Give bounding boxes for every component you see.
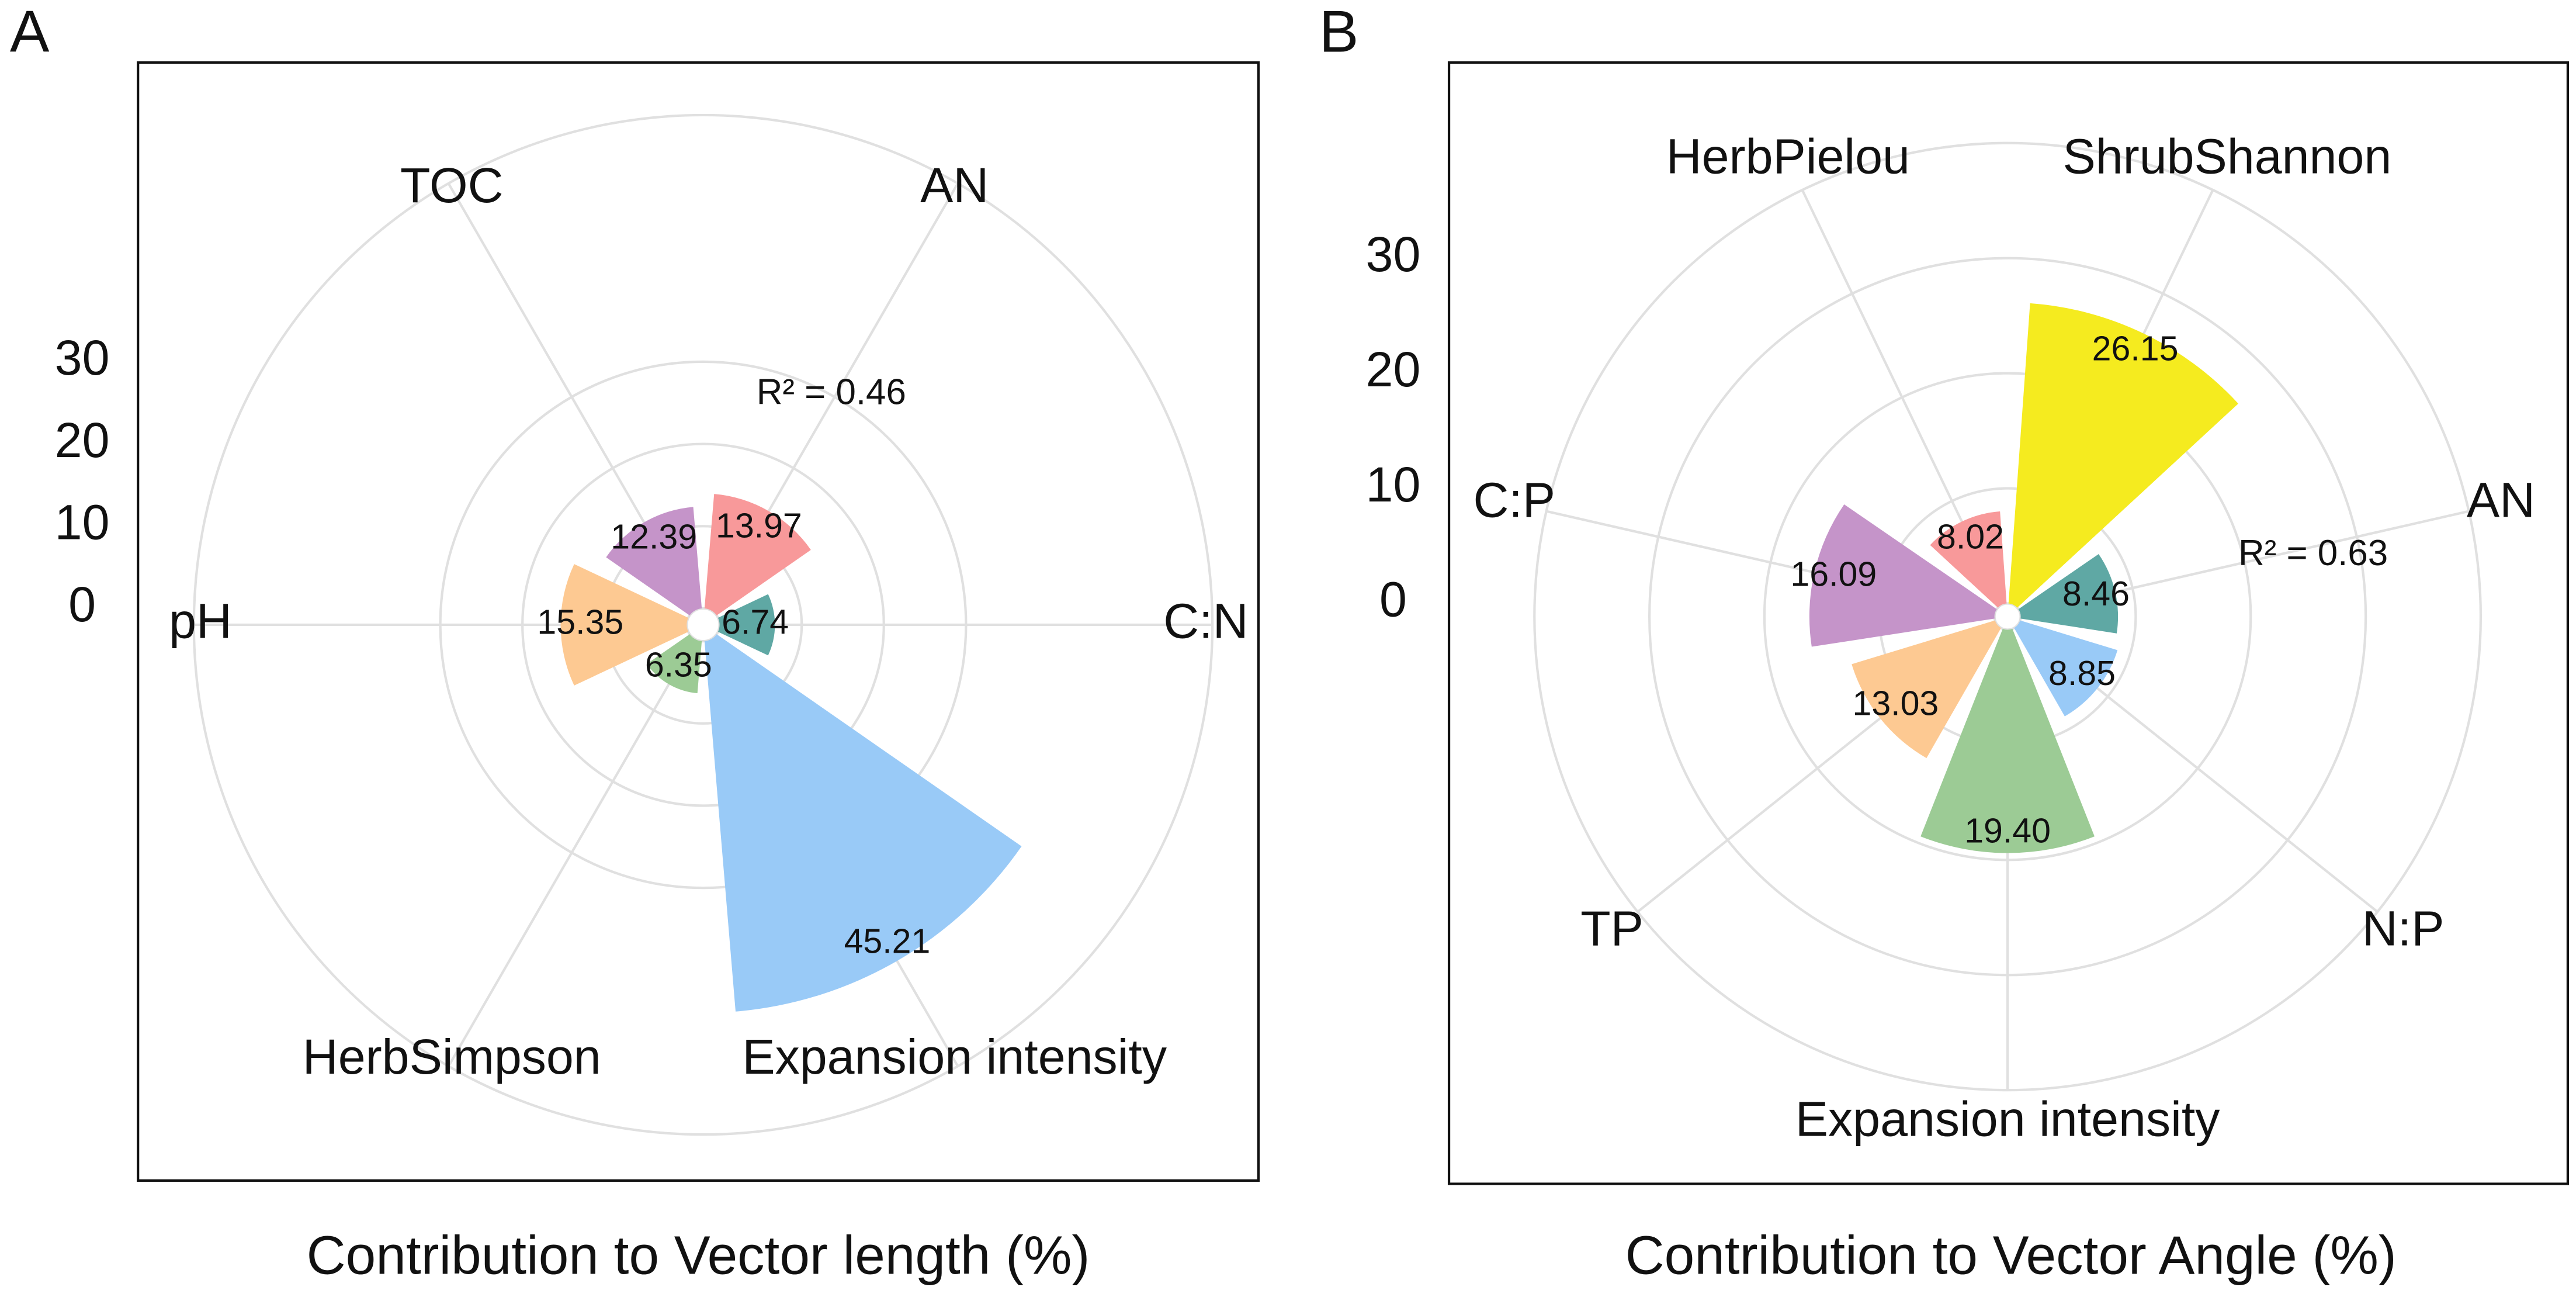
category-label: TP [1580, 901, 1644, 956]
radial-tick-label: 0 [68, 577, 96, 632]
value-label: 8.02 [1937, 517, 2004, 556]
category-label: AN [2467, 472, 2535, 527]
panel-letter: A [10, 0, 50, 65]
annotation: R² = 0.63 [2238, 533, 2388, 573]
value-label: 19.40 [1964, 811, 2051, 850]
annotation: R² = 0.46 [757, 372, 906, 413]
category-label: AN [920, 158, 989, 213]
bar [2018, 553, 2119, 634]
panel: 26.15 8.46 8.85 19.40 13.03 16.09 8.02 ShrubSha… [1319, 0, 2570, 1285]
bar [647, 634, 702, 694]
bar [717, 594, 775, 656]
radial-tick-label: 20 [1366, 342, 1421, 397]
bar [2008, 303, 2238, 608]
bar [1809, 504, 1997, 647]
radial-tick-label: 30 [55, 330, 110, 385]
category-label: Expansion intensity [742, 1029, 1167, 1084]
axis-title: Contribution to Vector Angle (%) [1625, 1224, 2397, 1285]
bar [704, 634, 1022, 1012]
category-label: HerbPielou [1666, 129, 1910, 184]
radial-tick-label: 10 [1366, 457, 1421, 512]
value-label: 13.03 [1853, 684, 1939, 723]
category-label: C:N [1163, 593, 1248, 648]
category-label: ShrubShannon [2062, 129, 2391, 184]
category-label: N:P [2362, 901, 2445, 956]
bar [704, 494, 811, 615]
bar [2014, 620, 2118, 717]
category-label: pH [169, 593, 232, 648]
radial-tick-label: 20 [55, 413, 110, 468]
plot-frame [137, 61, 1260, 1182]
value-label: 26.15 [2092, 330, 2179, 368]
bar [606, 507, 702, 615]
value-label: 13.97 [716, 506, 802, 545]
category-label: HerbSimpson [303, 1029, 601, 1084]
panel: 13.97 6.74 45.21 6.35 15.35 12.39 AN C:N Expansi… [10, 0, 1260, 1285]
value-label: 6.74 [722, 603, 789, 642]
spoke [447, 638, 696, 1067]
value-label: 8.46 [2062, 575, 2130, 613]
value-label: 6.35 [645, 646, 712, 684]
grid-circle [685, 607, 721, 643]
category-label: TOC [400, 158, 504, 213]
bar [1852, 620, 2001, 759]
bar [1930, 511, 2007, 608]
value-label: 16.09 [1790, 555, 1877, 594]
axis-title: Contribution to Vector length (%) [307, 1224, 1090, 1285]
bar [560, 564, 689, 686]
category-label: C:P [1473, 472, 1555, 527]
value-label: 45.21 [844, 922, 931, 960]
radial-tick-label: 30 [1366, 227, 1421, 282]
plot-frame [1447, 61, 2570, 1185]
value-label: 8.85 [2048, 654, 2116, 693]
radial-tick-label: 10 [55, 494, 110, 549]
radial-tick-label: 0 [1379, 572, 1407, 627]
value-label: 12.39 [611, 518, 697, 556]
grid-circle [1993, 602, 2022, 631]
panel-letter: B [1319, 0, 1359, 65]
bar [1920, 628, 2095, 853]
value-label: 15.35 [537, 603, 623, 642]
category-label: Expansion intensity [1795, 1092, 2221, 1147]
